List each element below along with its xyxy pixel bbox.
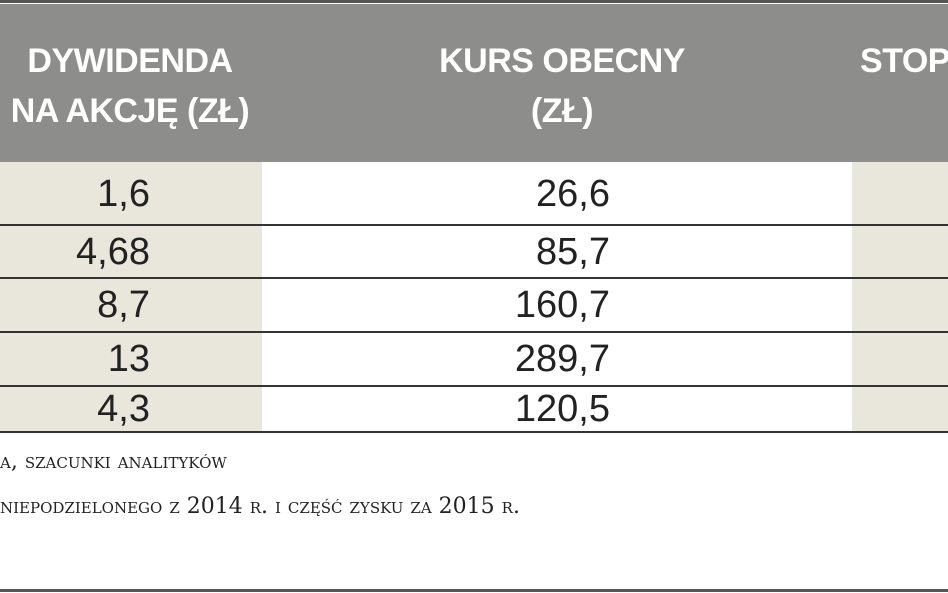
column-header: KURS OBECNY	[439, 42, 685, 80]
table-cell: 85,7	[536, 230, 610, 273]
table-cell: 4,68	[76, 230, 150, 273]
header-band	[0, 4, 948, 162]
table-cell: 8,7	[97, 284, 150, 326]
table-cell: 160,7	[514, 284, 610, 326]
column-band	[852, 162, 948, 432]
table-cell: 120,5	[514, 388, 610, 430]
top-rule	[0, 0, 948, 3]
row-rule	[0, 385, 948, 387]
row-rule	[0, 224, 948, 226]
column-header: NA AKCJĘ (ZŁ)	[10, 92, 250, 130]
row-rule	[0, 277, 948, 279]
table-cell: 13	[107, 338, 150, 380]
table-cell: 1,6	[97, 172, 150, 215]
footnote: niepodzielonego z 2014 r. i część zysku …	[0, 494, 520, 519]
table-cell: 289,7	[514, 338, 610, 380]
bottom-rule	[0, 589, 948, 592]
column-header: DYWIDENDA	[27, 42, 233, 80]
row-rule	[0, 331, 948, 333]
table-cell: 26,6	[536, 172, 610, 215]
table-cell: 4,3	[97, 388, 150, 430]
footnote: a, szacunki analityków	[0, 449, 227, 474]
column-header: STOP	[860, 42, 948, 80]
column-header: (ZŁ)	[530, 92, 594, 130]
row-rule	[0, 431, 948, 433]
column-band	[0, 162, 262, 432]
